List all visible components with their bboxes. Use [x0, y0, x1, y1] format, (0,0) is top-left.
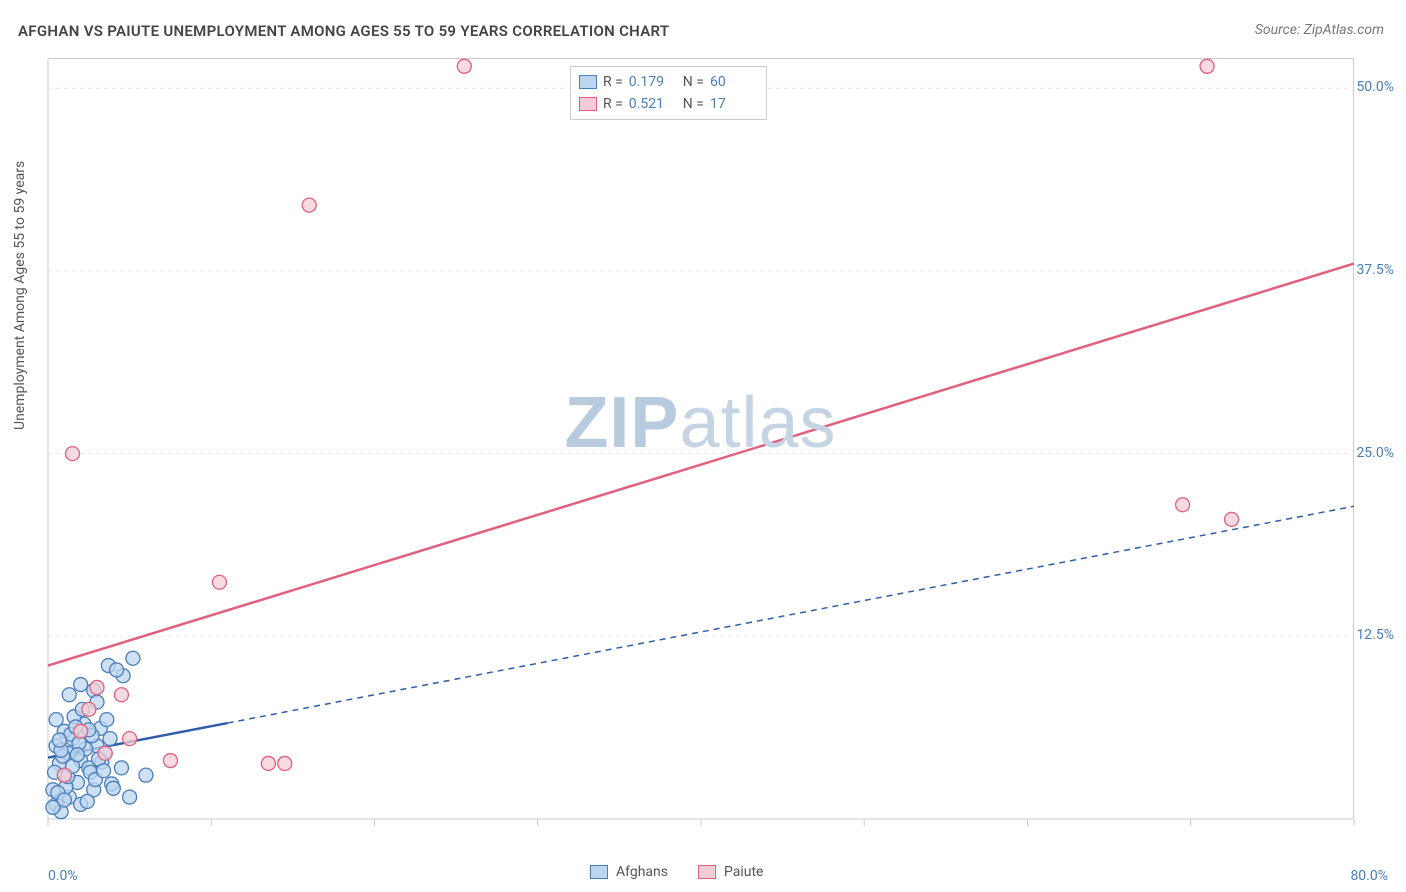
stats-row-paiute: R = 0.521 N = 17: [579, 93, 758, 115]
n-label: N =: [683, 71, 704, 93]
r-label: R =: [603, 71, 623, 93]
legend-item-paiute: Paiute: [698, 864, 764, 880]
r-value-paiute: 0.521: [629, 93, 677, 115]
r-value-afghans: 0.179: [629, 71, 677, 93]
stats-row-afghans: R = 0.179 N = 60: [579, 71, 758, 93]
chart-title: AFGHAN VS PAIUTE UNEMPLOYMENT AMONG AGES…: [18, 22, 669, 40]
y-axis-title: Unemployment Among Ages 55 to 59 years: [12, 161, 28, 430]
n-value-paiute: 17: [710, 93, 758, 115]
legend-label-paiute: Paiute: [724, 864, 764, 880]
swatch-paiute: [579, 97, 597, 111]
n-label: N =: [683, 93, 704, 115]
legend-label-afghans: Afghans: [616, 864, 668, 880]
plot-svg: [48, 59, 1353, 818]
swatch-afghans: [590, 865, 608, 879]
r-label: R =: [603, 93, 623, 115]
x-label-min: 0.0%: [48, 868, 78, 884]
series-legend: Afghans Paiute: [590, 864, 763, 880]
n-value-afghans: 60: [710, 71, 758, 93]
swatch-paiute: [698, 865, 716, 879]
legend-item-afghans: Afghans: [590, 864, 668, 880]
y-tick-label: 25.0%: [1356, 445, 1394, 461]
x-label-max: 80.0%: [1350, 868, 1388, 884]
source-label: Source: ZipAtlas.com: [1255, 22, 1384, 38]
plot-area: ZIPatlas: [48, 58, 1354, 818]
stats-legend: R = 0.179 N = 60 R = 0.521 N = 17: [570, 66, 767, 120]
y-tick-label: 50.0%: [1356, 79, 1394, 95]
y-tick-label: 12.5%: [1356, 627, 1394, 643]
correlation-scatter-chart: AFGHAN VS PAIUTE UNEMPLOYMENT AMONG AGES…: [0, 0, 1406, 892]
swatch-afghans: [579, 75, 597, 89]
y-tick-label: 37.5%: [1356, 262, 1394, 278]
